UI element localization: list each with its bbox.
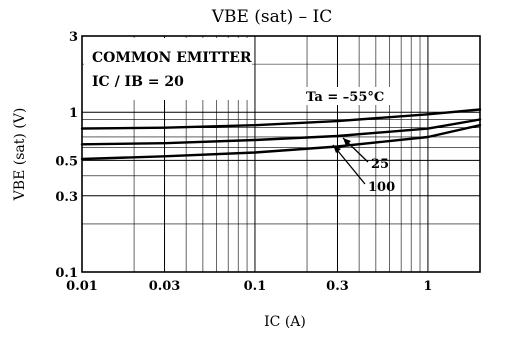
x-tick-labels: 0.01 0.03 0.1 0.3 1 (66, 279, 432, 294)
series-group (80, 108, 482, 161)
x-tick-label: 0.03 (149, 279, 181, 294)
x-tick-label: 0.3 (326, 279, 349, 294)
y-axis-label: VBE (sat) (V) (12, 108, 28, 202)
legend-box-background (84, 38, 252, 100)
series-line-2 (80, 124, 482, 161)
series-line-1 (80, 118, 482, 146)
annotation-arrow-25 (343, 138, 351, 146)
legend-line-2: IC / IB = 20 (92, 74, 184, 90)
legend-line-1: COMMON EMITTER (92, 50, 252, 66)
x-tick-label: 1 (423, 279, 432, 294)
x-axis-label: IC (A) (264, 314, 306, 330)
annotation-leader-100 (332, 144, 366, 185)
series-annotations: Ta = –55°C 25 100 (303, 87, 395, 195)
legend-box: COMMON EMITTER IC / IB = 20 (84, 38, 252, 100)
chart-title: VBE (sat) – IC (211, 7, 333, 27)
series-label-2: 100 (368, 180, 395, 195)
y-tick-label: 1 (69, 106, 78, 121)
series-label-0: Ta = –55°C (306, 90, 384, 105)
y-tick-labels: 0.1 0.3 0.5 1 3 (55, 30, 78, 281)
annotation-arrow-100 (333, 145, 341, 153)
y-tick-label: 0.5 (55, 154, 78, 169)
series-line-0 (80, 108, 482, 130)
series-label-bg-0 (303, 87, 393, 105)
x-tick-label: 0.01 (66, 279, 98, 294)
y-tick-label: 3 (69, 30, 78, 45)
plot-frame (81, 35, 481, 273)
y-tick-label: 0.3 (55, 190, 78, 205)
x-tick-label: 0.1 (244, 279, 267, 294)
y-tick-label: 0.1 (55, 266, 78, 281)
series-label-1: 25 (371, 157, 389, 172)
